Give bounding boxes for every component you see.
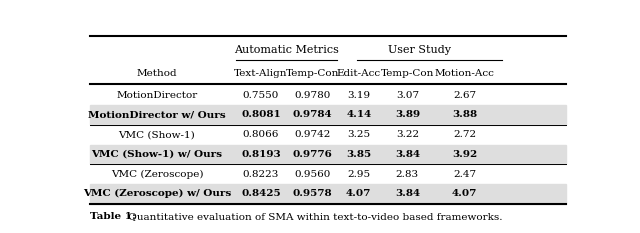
Bar (90, 144, 566, 164)
Text: 0.9578: 0.9578 (292, 189, 332, 199)
Text: 3.22: 3.22 (396, 130, 419, 139)
Text: 2.47: 2.47 (453, 170, 476, 179)
Text: Quantitative evaluation of SMA within text-to-video based frameworks.: Quantitative evaluation of SMA within te… (125, 212, 502, 221)
Text: 0.9560: 0.9560 (294, 170, 330, 179)
Text: 0.9742: 0.9742 (294, 130, 330, 139)
Text: 3.07: 3.07 (396, 91, 419, 100)
Text: Temp-Con: Temp-Con (285, 69, 339, 78)
Text: 2.83: 2.83 (396, 170, 419, 179)
Text: 3.84: 3.84 (395, 189, 420, 199)
Text: 0.8066: 0.8066 (243, 130, 279, 139)
Text: 0.8193: 0.8193 (241, 150, 281, 159)
Text: 4.07: 4.07 (346, 189, 371, 199)
Text: 3.85: 3.85 (346, 150, 371, 159)
Text: 0.8425: 0.8425 (241, 189, 281, 199)
Text: Method: Method (136, 69, 177, 78)
Text: 2.67: 2.67 (453, 91, 476, 100)
Bar (90, 105, 566, 125)
Text: Motion-Acc: Motion-Acc (435, 69, 494, 78)
Text: 2.72: 2.72 (453, 130, 476, 139)
Text: 0.8081: 0.8081 (241, 110, 281, 120)
Text: VMC (Zeroscope): VMC (Zeroscope) (111, 170, 203, 179)
Text: 0.9784: 0.9784 (292, 110, 332, 120)
Text: VMC (Zeroscope) w/ Ours: VMC (Zeroscope) w/ Ours (83, 189, 231, 199)
Text: Table 1:: Table 1: (90, 212, 136, 221)
Text: MotionDirector w/ Ours: MotionDirector w/ Ours (88, 110, 226, 120)
Text: Edit-Acc: Edit-Acc (337, 69, 381, 78)
Text: 2.95: 2.95 (347, 170, 371, 179)
Text: 0.8223: 0.8223 (243, 170, 279, 179)
Text: 0.7550: 0.7550 (243, 91, 279, 100)
Text: 3.84: 3.84 (395, 150, 420, 159)
Text: 4.14: 4.14 (346, 110, 371, 120)
Text: VMC (Show-1) w/ Ours: VMC (Show-1) w/ Ours (92, 150, 222, 159)
Text: 3.19: 3.19 (347, 91, 371, 100)
Text: Text-Align: Text-Align (234, 69, 288, 78)
Text: User Study: User Study (388, 45, 451, 55)
Text: 4.07: 4.07 (452, 189, 477, 199)
Text: MotionDirector: MotionDirector (116, 91, 198, 100)
Text: 3.25: 3.25 (347, 130, 371, 139)
Text: 3.89: 3.89 (395, 110, 420, 120)
Text: 3.88: 3.88 (452, 110, 477, 120)
Bar (90, 184, 566, 204)
Text: 3.92: 3.92 (452, 150, 477, 159)
Text: Temp-Con: Temp-Con (381, 69, 434, 78)
Text: Automatic Metrics: Automatic Metrics (234, 45, 339, 55)
Text: 0.9780: 0.9780 (294, 91, 330, 100)
Text: VMC (Show-1): VMC (Show-1) (118, 130, 195, 139)
Text: 0.9776: 0.9776 (292, 150, 332, 159)
